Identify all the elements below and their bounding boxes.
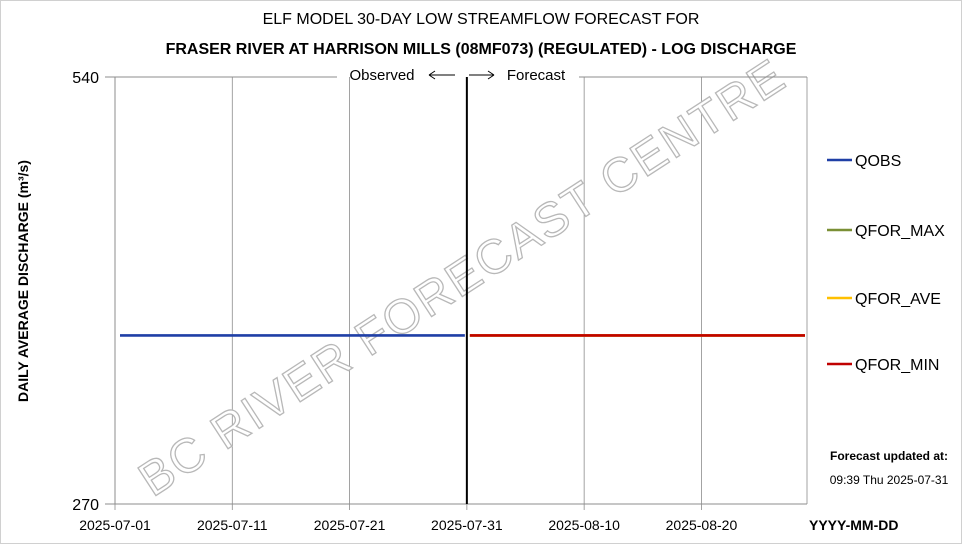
- grid-lines: [114, 77, 808, 510]
- x-tick-label: 2025-07-31: [431, 517, 503, 533]
- forecast-label: Forecast: [507, 67, 566, 84]
- legend: QOBS QFOR_MAX QFOR_AVE QFOR_MIN: [827, 153, 945, 374]
- y-tick-label: 540: [72, 70, 99, 87]
- legend-label-qfor-ave: QFOR_AVE: [855, 291, 941, 308]
- chart-title: ELF MODEL 30-DAY LOW STREAMFLOW FORECAST…: [263, 11, 700, 28]
- observed-forecast-divider: Observed Forecast: [349, 67, 566, 504]
- y-tick-label: 270: [72, 497, 99, 514]
- update-note-timestamp: 09:39 Thu 2025-07-31: [830, 473, 949, 487]
- axes: [105, 76, 807, 505]
- x-tick-label: 2025-07-11: [197, 517, 268, 533]
- x-tick-label: 2025-08-20: [666, 517, 738, 533]
- x-tick-label: 2025-07-01: [79, 517, 151, 533]
- legend-label-qfor-max: QFOR_MAX: [855, 223, 945, 240]
- update-note-label: Forecast updated at:: [830, 449, 948, 463]
- legend-label-qobs: QOBS: [855, 153, 901, 170]
- chart-subtitle: FRASER RIVER AT HARRISON MILLS (08MF073)…: [166, 41, 797, 58]
- watermark-text: BC RIVER FORECAST CENTRE: [130, 49, 796, 507]
- y-tick-labels: 540 270: [72, 70, 115, 514]
- observed-label: Observed: [349, 67, 414, 84]
- y-axis-label: DAILY AVERAGE DISCHARGE (m³/s): [15, 160, 31, 402]
- x-tick-labels: 2025-07-01 2025-07-11 2025-07-21 2025-07-31…: [79, 517, 737, 533]
- x-tick-label: 2025-07-21: [314, 517, 386, 533]
- arrow-left-head: [428, 70, 436, 80]
- arrow-right-head: [487, 70, 495, 80]
- x-tick-label: 2025-08-10: [548, 517, 620, 533]
- x-axis-label: YYYY-MM-DD: [809, 517, 898, 533]
- legend-label-qfor-min: QFOR_MIN: [855, 357, 939, 374]
